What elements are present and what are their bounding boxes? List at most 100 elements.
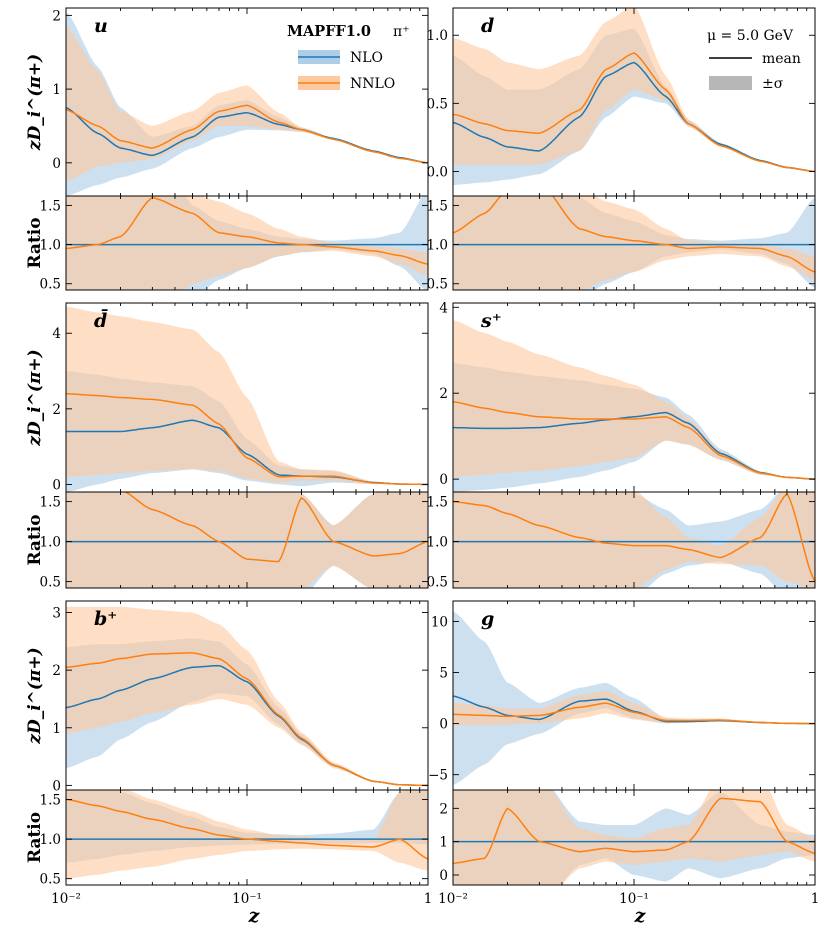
- nnlo-mean-line: [453, 52, 815, 173]
- x-axis-label-right: z: [634, 905, 647, 927]
- ratio-nnlo-line: [66, 798, 428, 860]
- main-plot-area: [66, 606, 428, 787]
- ratio-nnlo-line: [66, 197, 428, 265]
- main-plot-area: [453, 8, 815, 186]
- nlo-mean-line: [66, 106, 428, 164]
- y-tick-label-main: 0: [52, 156, 61, 172]
- ratio-nnlo-band: [66, 492, 428, 588]
- y-tick-label-ratio: 1.5: [40, 495, 61, 511]
- y-tick-label-main: 1.0: [427, 28, 448, 44]
- y-tick-label-main: 2: [52, 663, 61, 679]
- panel-5: 0 1 2 3 b⁺ 0.5 1.0 1.5 10⁻² 10⁻¹ 1 zD_i^(π+) Ratio: [25, 600, 433, 907]
- nnlo-band: [453, 691, 815, 726]
- y-tick-label-main: −5: [428, 768, 448, 784]
- nnlo-band: [453, 320, 815, 480]
- nnlo-mean-line: [66, 392, 428, 486]
- legend-scale-label: μ = 5.0 GeV: [707, 28, 794, 44]
- x-tick-label: 10⁻²: [438, 891, 468, 907]
- ratio-axis-label: Ratio: [25, 514, 45, 565]
- ratio-nnlo-line: [453, 797, 815, 865]
- ratio-nnlo-line: [453, 196, 815, 273]
- y-tick-label-ratio: 1.0: [40, 238, 61, 254]
- ratio-nnlo-band: [66, 790, 428, 879]
- y-tick-label-ratio: 1: [439, 835, 448, 851]
- panel-3: 0 2 4 d̄ 0.5 1.0 1.5 zD_i^(π+) Ratio: [25, 302, 429, 591]
- legend-scale: μ = 5.0 GeV mean ±σ: [707, 28, 801, 92]
- nnlo-band: [66, 26, 428, 182]
- y-tick-label-main: 2: [52, 8, 61, 24]
- legend-sigma-label: ±σ: [762, 76, 784, 92]
- y-tick-label-main: 3: [52, 606, 61, 622]
- ratio-nnlo-band: [453, 492, 815, 588]
- nnlo-band: [66, 306, 428, 485]
- y-tick-label-ratio: 1.5: [40, 793, 61, 809]
- y-tick-label-main: 0: [52, 477, 61, 493]
- main-plot-area: [66, 306, 428, 492]
- ratio-plot-area: [66, 492, 428, 588]
- nlo-band: [453, 611, 815, 785]
- ratio-nnlo-band: [453, 196, 815, 290]
- y-tick-label-main: 0: [52, 778, 61, 794]
- y-tick-label-ratio: 1.5: [427, 495, 448, 511]
- x-tick-label: 1: [811, 891, 820, 907]
- main-plot-area: [453, 320, 815, 492]
- nnlo-mean-line: [66, 652, 428, 787]
- legend-mean-label: mean: [762, 51, 801, 67]
- nnlo-band: [66, 606, 428, 786]
- y-axis-label: zD_i^(π+): [25, 349, 45, 446]
- legend-sigma-swatch: [709, 76, 752, 90]
- y-tick-label-ratio: 0.5: [427, 575, 448, 591]
- y-tick-label-ratio: 2: [439, 801, 448, 817]
- nnlo-mean-line: [453, 401, 815, 480]
- y-tick-label-main: 0.5: [427, 96, 448, 112]
- ratio-nnlo-band: [453, 790, 815, 885]
- panel-1: 0 1 2 u 0.5 1.0 1.5 zD_i^(π+) Ratio: [25, 7, 429, 293]
- y-axis-label: zD_i^(π+): [25, 54, 45, 151]
- x-tick-label: 10⁻²: [51, 891, 81, 907]
- y-tick-label-main: 10: [431, 614, 448, 630]
- panel-4: 0 2 4 s⁺ 0.5 1.0 1.5: [427, 300, 816, 591]
- y-tick-label-main: 4: [52, 326, 61, 342]
- y-tick-label-ratio: 1.5: [427, 198, 448, 214]
- legend-nlo-label: NLO: [350, 50, 383, 66]
- y-tick-label-main: 0: [439, 472, 448, 488]
- nlo-mean-line: [453, 61, 815, 173]
- y-tick-label-main: 4: [439, 300, 448, 316]
- y-tick-label-main: 1: [52, 82, 61, 98]
- x-axis-label-left: z: [248, 905, 261, 927]
- y-tick-label-ratio: 1.0: [40, 832, 61, 848]
- y-tick-label-main: 0.0: [427, 164, 448, 180]
- y-tick-label-ratio: 1.0: [427, 238, 448, 254]
- ratio-axis-label: Ratio: [25, 812, 45, 863]
- x-tick-label: 1: [424, 891, 433, 907]
- panel-2: 0.0 0.5 1.0 d 0.5 1.0 1.5: [427, 7, 816, 293]
- y-tick-label-ratio: 0.5: [40, 277, 61, 293]
- legend-main: MAPFF1.0 π⁺ NLO NNLO: [287, 23, 410, 92]
- y-axis-label: zD_i^(π+): [25, 647, 45, 744]
- y-tick-label-ratio: 0.5: [40, 872, 61, 888]
- y-tick-label-main: 2: [439, 386, 448, 402]
- ratio-plot-area: [66, 196, 428, 290]
- x-tick-label: 10⁻¹: [232, 891, 262, 907]
- ratio-nnlo-band: [66, 196, 428, 290]
- y-tick-label-ratio: 1.5: [40, 198, 61, 214]
- y-tick-label-ratio: 1.0: [40, 535, 61, 551]
- legend-nnlo-label: NNLO: [350, 76, 395, 92]
- y-tick-label-ratio: 1.0: [427, 535, 448, 551]
- panel-label: d: [481, 15, 494, 37]
- panel-label: g: [481, 608, 494, 630]
- panel-label: s⁺: [480, 310, 502, 332]
- nnlo-mean-line: [453, 702, 815, 725]
- nnlo-band: [453, 8, 815, 172]
- panel-6: −5 0 5 10 g 0 1 2 10⁻² 10⁻¹ 1: [428, 600, 820, 907]
- legend-title-bold: MAPFF1.0: [287, 23, 371, 40]
- y-tick-label-ratio: 0: [439, 868, 448, 884]
- panel-label: b⁺: [94, 608, 117, 630]
- y-tick-label-ratio: 0.5: [40, 575, 61, 591]
- panel-label: d̄: [94, 310, 108, 332]
- ratio-plot-area: [453, 790, 815, 885]
- y-tick-label-main: 5: [439, 666, 448, 682]
- y-tick-label-main: 0: [439, 717, 448, 733]
